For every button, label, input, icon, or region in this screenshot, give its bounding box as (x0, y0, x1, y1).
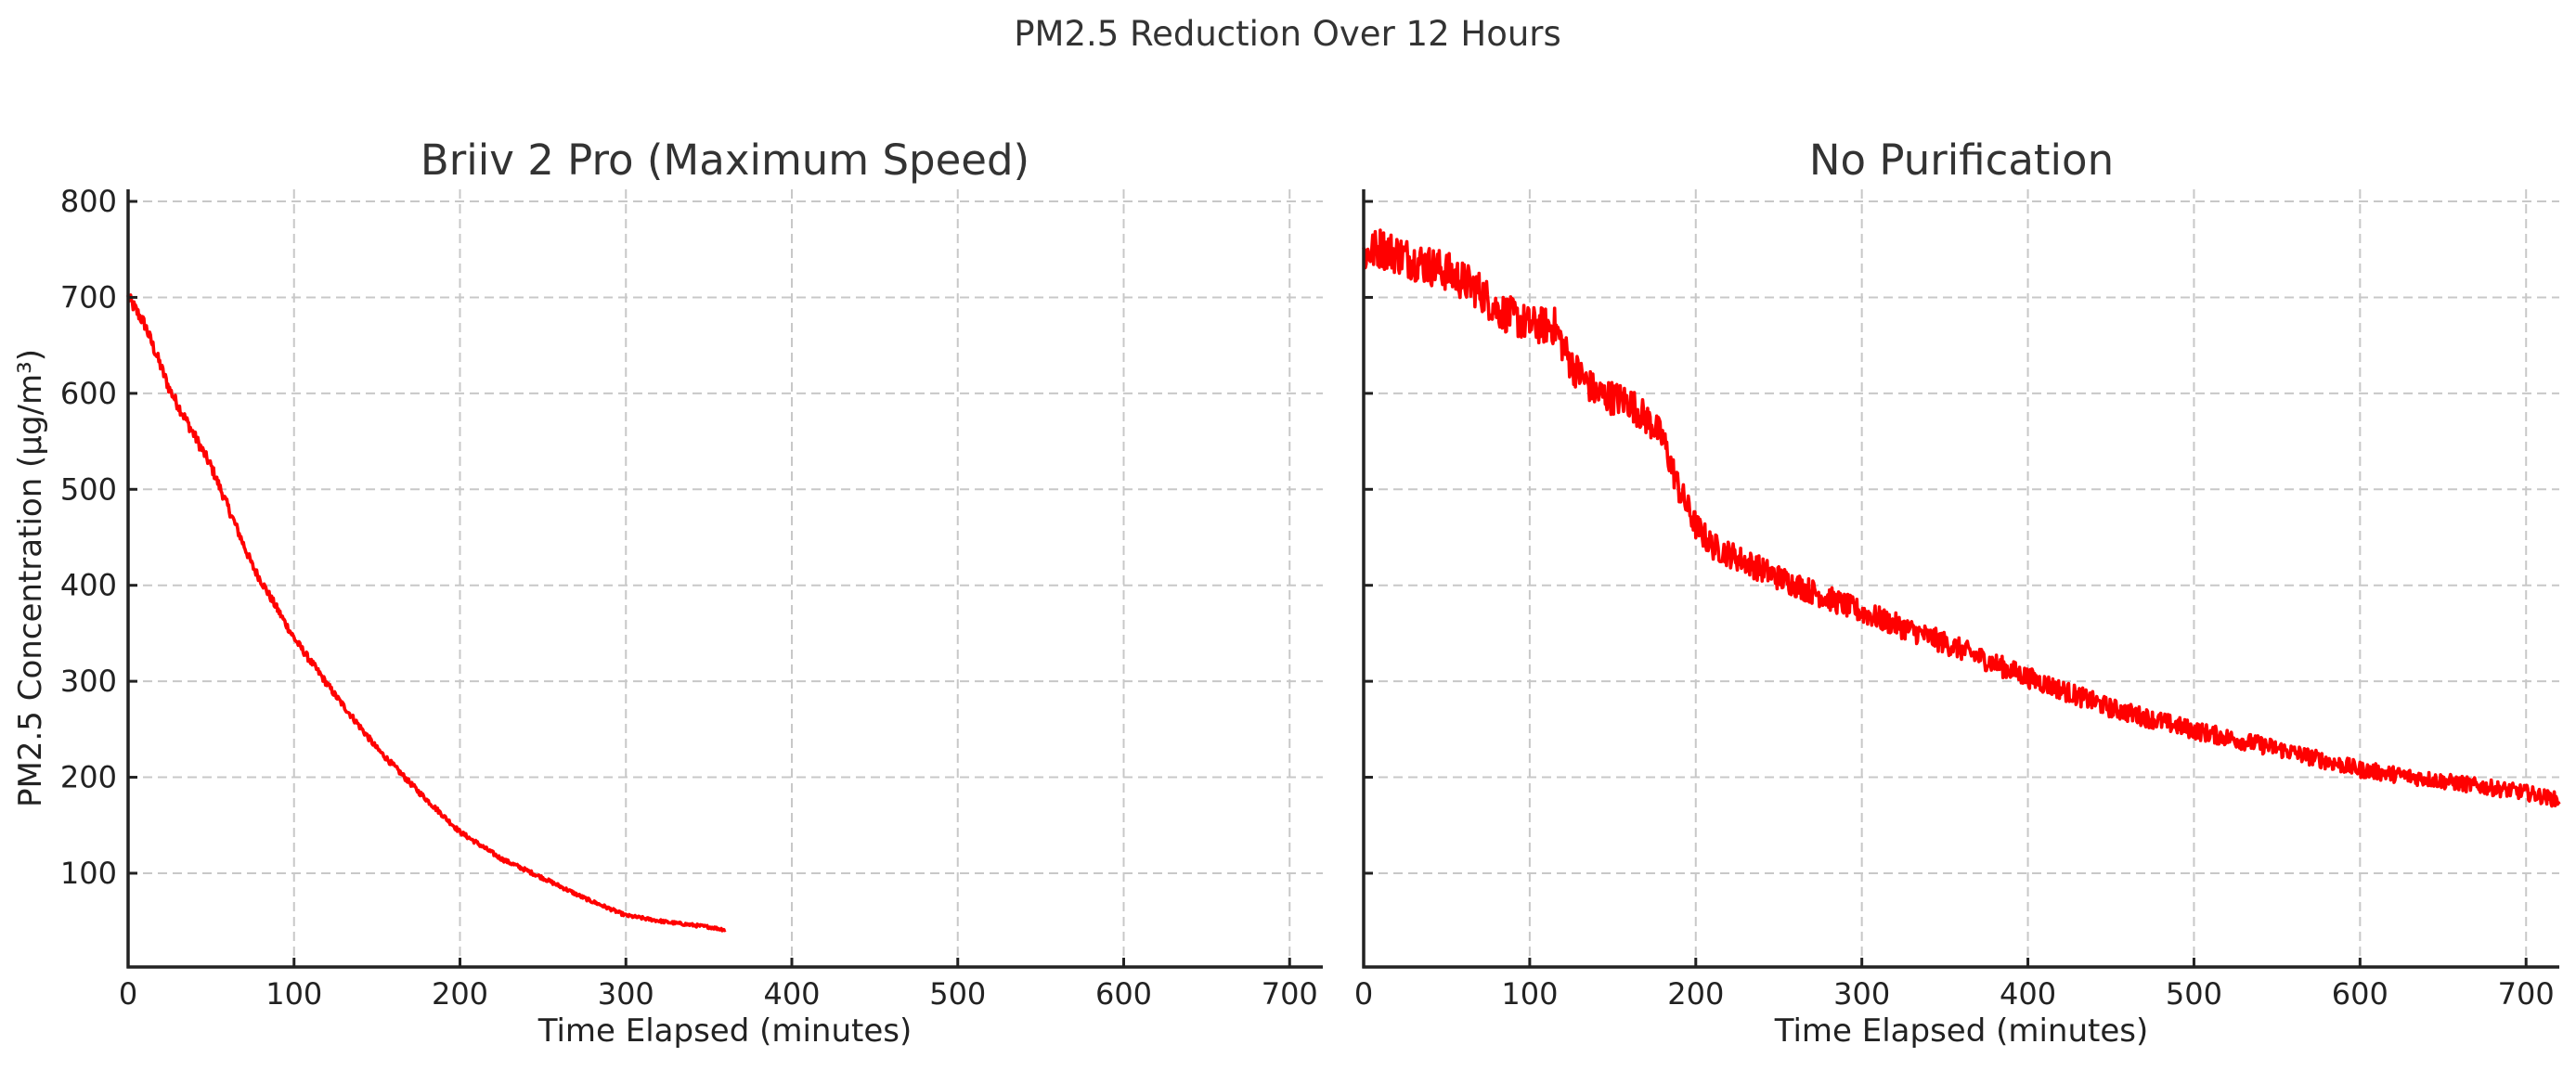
y-tick-label: 200 (60, 760, 117, 795)
x-tick-label: 0 (119, 976, 137, 1012)
data-line (126, 293, 727, 933)
x-tick-label: 400 (2000, 976, 2056, 1012)
y-tick-label: 100 (60, 856, 117, 891)
x-tick-label: 100 (265, 976, 322, 1012)
axis-ticks: 0 100 200 300 400 500 600 700 (1354, 200, 2555, 1012)
x-tick-label: 600 (1095, 976, 1152, 1012)
subplot-no-purification: No Purification 0 100 200 300 400 500 600 700 T… (1354, 135, 2561, 1050)
x-tick-label: 700 (2498, 976, 2555, 1012)
x-tick-label: 700 (1262, 976, 1318, 1012)
line-series-briiv (126, 293, 727, 933)
x-tick-label: 300 (1833, 976, 1890, 1012)
x-axis-label-briiv: Time Elapsed (minutes) (537, 1012, 913, 1050)
x-tick-label: 500 (2166, 976, 2222, 1012)
y-tick-label: 800 (60, 184, 117, 219)
figure-title: PM2.5 Reduction Over 12 Hours (1014, 14, 1561, 54)
x-tick-label: 200 (432, 976, 488, 1012)
x-tick-label: 400 (763, 976, 820, 1012)
axis-ticks: 0 100 200 300 400 500 600 700 100 200 300 400 500 600… (60, 184, 1318, 1012)
x-tick-label: 300 (598, 976, 654, 1012)
subplot-briiv: Briiv 2 Pro (Maximum Speed) 0 100 200 300 40… (12, 135, 1323, 1050)
subplot-title-briiv: Briiv 2 Pro (Maximum Speed) (421, 135, 1029, 185)
axis-spines (126, 189, 1323, 969)
x-tick-label: 600 (2332, 976, 2388, 1012)
y-tick-label: 700 (60, 279, 117, 315)
x-tick-label: 200 (1667, 976, 1724, 1012)
x-axis-label-no-purification: Time Elapsed (minutes) (1774, 1012, 2149, 1050)
axis-spines (1362, 189, 2559, 969)
x-tick-label: 0 (1354, 976, 1373, 1012)
y-tick-label: 600 (60, 376, 117, 411)
y-tick-label: 400 (60, 568, 117, 603)
y-axis-label: PM2.5 Concentration (µg/m³) (12, 349, 49, 807)
y-tick-label: 300 (60, 664, 117, 699)
x-tick-label: 500 (929, 976, 986, 1012)
y-tick-label: 500 (60, 471, 117, 507)
gridlines (127, 189, 1323, 967)
data-line (1362, 228, 2561, 808)
x-tick-label: 100 (1501, 976, 1558, 1012)
line-series-no-purification (1362, 228, 2561, 808)
subplot-title-no-purification: No Purification (1809, 135, 2114, 185)
gridlines (1363, 189, 2559, 967)
